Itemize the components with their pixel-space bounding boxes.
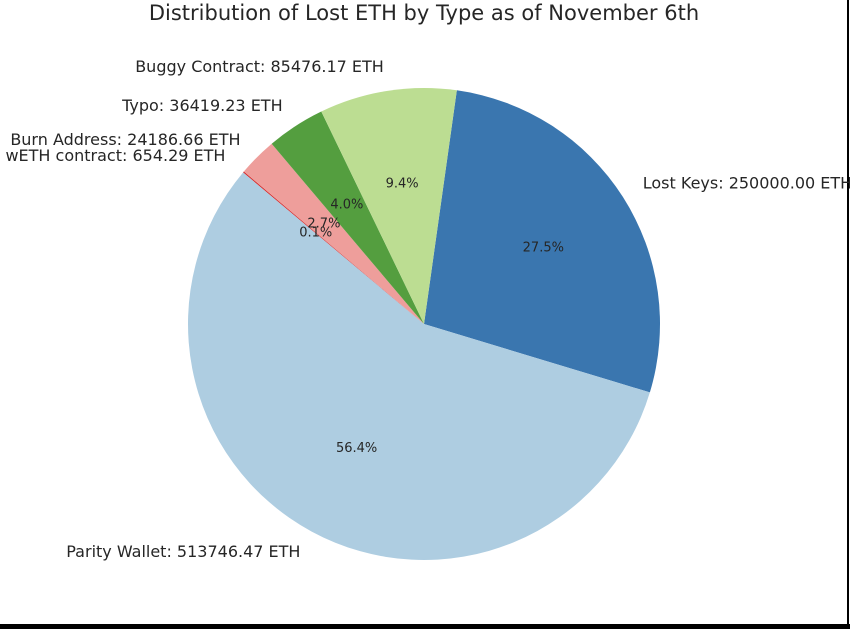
pie [187,88,660,561]
slice-label: wETH contract: 654.29 ETH [5,146,225,165]
percent-label: 9.4% [386,177,419,192]
percent-label: 0.1% [299,225,332,240]
pie-slice [321,88,457,324]
percent-label: 4.0% [330,198,363,213]
percent-label: 2.7% [307,216,340,231]
pie-slice [243,143,424,324]
slice-label: Parity Wallet: 513746.47 ETH [66,542,300,561]
slice-label: Typo: 36419.23 ETH [121,96,283,115]
window-edge [0,624,850,629]
slice-label: Buggy Contract: 85476.17 ETH [135,57,384,76]
pie-slice [424,90,660,393]
percent-label: 27.5% [523,240,564,255]
slice-label: Lost Keys: 250000.00 ETH [643,174,850,193]
pie-slice [243,171,424,324]
pie-slice [271,111,424,324]
percent-label: 56.4% [336,441,377,456]
slice-label: Burn Address: 24186.66 ETH [10,130,240,149]
pie-slice [187,172,650,561]
chart-title: Distribution of Lost ETH by Type as of N… [149,1,699,25]
